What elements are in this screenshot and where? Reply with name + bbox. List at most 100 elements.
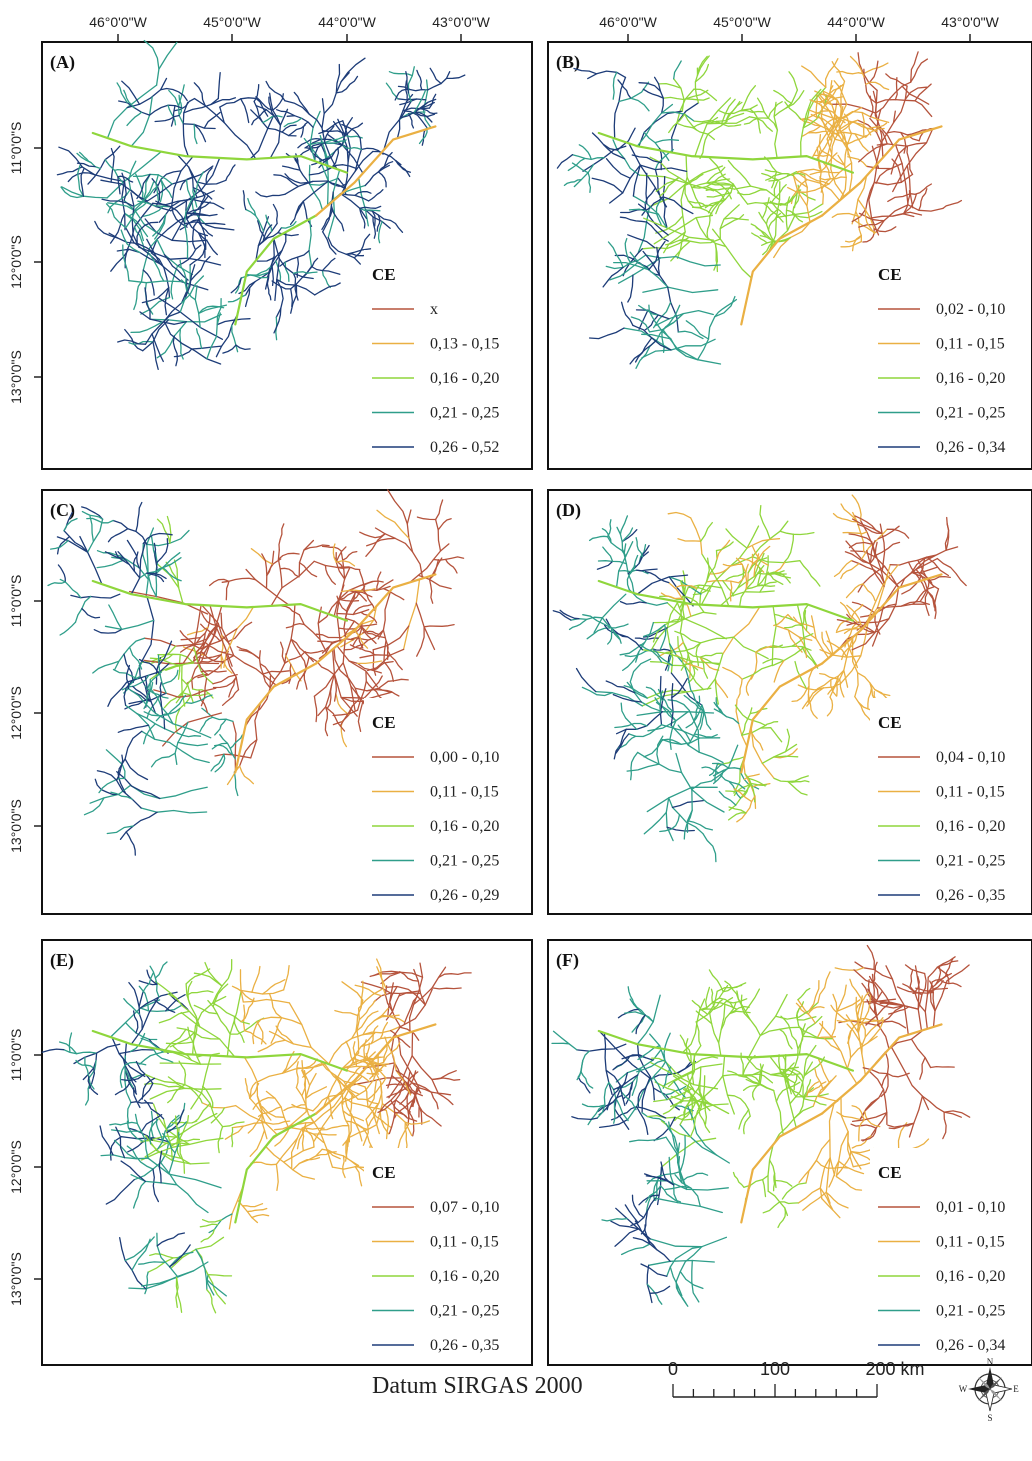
river-segment [168, 1244, 191, 1268]
river-segment [134, 1113, 149, 1159]
river-segment [836, 1150, 852, 1176]
river-segment [156, 518, 171, 544]
river-segment [431, 1070, 457, 1081]
river-segment [641, 338, 716, 359]
river-segment [825, 1157, 831, 1204]
river-segment [405, 80, 408, 101]
river-segment [726, 1094, 751, 1117]
river-segment [89, 784, 132, 804]
river-segment [820, 152, 838, 172]
river-segment [232, 720, 237, 772]
river-segment [126, 77, 168, 109]
river-segment [642, 88, 664, 99]
legend-class-label: 0,16 - 0,20 [936, 818, 1005, 835]
river-segment [162, 1132, 176, 1154]
river-segment [858, 219, 885, 228]
river-segment [773, 89, 793, 104]
river-segment [610, 1106, 638, 1121]
river-segment [946, 964, 970, 982]
compass-n: N [987, 1357, 994, 1367]
river-segment [608, 1081, 629, 1122]
river-segment [309, 1115, 334, 1168]
river-segment [692, 206, 713, 215]
river-segment [700, 521, 713, 542]
river-segment [636, 103, 674, 147]
river-segment [630, 554, 639, 573]
river-segment [434, 499, 444, 521]
river-segment [799, 1026, 821, 1039]
river-segment [132, 1180, 147, 1209]
river-segment [194, 285, 201, 329]
river-segment [181, 604, 202, 666]
river-segment [709, 1012, 720, 1044]
river-segment [200, 623, 221, 642]
river-segment [727, 159, 752, 187]
river-segment [795, 1093, 829, 1098]
main-channel-middle [234, 662, 318, 774]
river-segment [93, 628, 123, 634]
river-segment [416, 69, 423, 91]
river-segment [132, 173, 173, 185]
river-segment [825, 1191, 849, 1209]
river-segment [281, 165, 301, 171]
river-segment [388, 71, 413, 77]
river-segment [624, 1011, 654, 1023]
river-segment [929, 1065, 955, 1069]
river-segment [667, 511, 692, 519]
river-segment [607, 627, 613, 645]
river-segment [770, 1066, 799, 1076]
river-segment [706, 215, 711, 239]
river-segment [385, 1109, 390, 1140]
river-segment [119, 1064, 126, 1089]
river-segment [733, 185, 781, 201]
river-segment [344, 1096, 387, 1112]
river-segment [354, 190, 372, 197]
river-segment [382, 629, 387, 663]
river-segment [143, 711, 169, 717]
river-segment [437, 1092, 454, 1106]
river-segment [383, 100, 412, 151]
river-segment [691, 767, 730, 791]
river-segment [56, 535, 71, 555]
river-segment [206, 312, 221, 360]
river-network [552, 494, 967, 863]
river-segment [598, 1030, 652, 1080]
river-segment [145, 527, 155, 598]
river-segment [661, 328, 665, 353]
river-segment [275, 1163, 279, 1192]
river-segment [258, 650, 271, 689]
river-segment [154, 213, 167, 240]
river-segment [944, 522, 950, 551]
river-segment [741, 707, 753, 736]
river-segment [360, 611, 378, 624]
river-segment [311, 156, 333, 166]
main-channel-lower [820, 125, 943, 217]
river-segment [154, 961, 168, 979]
river-segment [144, 287, 151, 320]
river-segment [619, 216, 648, 223]
river-segment [773, 1089, 784, 1136]
river-segment [621, 529, 638, 543]
river-segment [601, 1217, 628, 1222]
river-segment [390, 1099, 407, 1118]
river-segment [124, 758, 149, 781]
river-segment [310, 265, 341, 275]
river-segment [87, 145, 121, 185]
river-segment [404, 1121, 408, 1152]
river-segment [597, 1094, 623, 1112]
river-segment [682, 1172, 709, 1182]
river-segment [403, 1080, 423, 1097]
river-segment [802, 86, 827, 129]
river-segment [627, 234, 656, 249]
river-segment [335, 551, 346, 580]
river-segment [811, 110, 854, 159]
river-segment [614, 1228, 640, 1247]
main-channel-upper [91, 579, 348, 622]
river-segment [414, 1094, 423, 1125]
river-segment [178, 1115, 190, 1144]
river-segment [251, 965, 261, 993]
river-segment [638, 82, 662, 92]
river-segment [256, 231, 287, 262]
river-segment [775, 203, 824, 219]
river-segment [333, 647, 360, 700]
